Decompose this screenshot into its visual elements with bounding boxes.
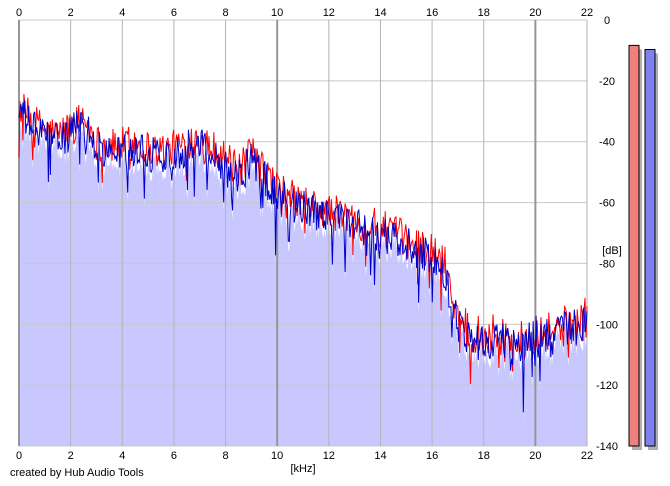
x-tick-label-bottom: 8 (222, 450, 228, 462)
level-meter-right (644, 49, 656, 447)
x-tick-label-bottom: 20 (529, 450, 541, 462)
x-tick-label-bottom: 22 (581, 450, 593, 462)
x-tick-label-top: 8 (222, 7, 228, 19)
x-tick-label-top: 22 (581, 7, 593, 19)
series-line-right-channel (18, 100, 588, 413)
y-tick-label: -40 (599, 137, 615, 149)
x-tick-label-top: 14 (374, 7, 386, 19)
y-tick-label: -100 (596, 319, 618, 331)
y-tick-label: 0 (604, 15, 610, 27)
series-line-left-channel (18, 93, 588, 384)
x-tick-label-top: 20 (529, 7, 541, 19)
x-tick-label-bottom: 16 (426, 450, 438, 462)
y-tick-label: -20 (599, 76, 615, 88)
level-meter-left (628, 44, 640, 447)
x-tick-label-top: 4 (119, 7, 125, 19)
x-tick-label-top: 16 (426, 7, 438, 19)
x-tick-label-bottom: 4 (119, 450, 125, 462)
y-tick-label: -60 (599, 198, 615, 210)
x-tick-label-top: 6 (171, 7, 177, 19)
y-tick-label: -80 (599, 258, 615, 270)
x-tick-label-bottom: 10 (271, 450, 283, 462)
y-tick-label: -120 (596, 380, 618, 392)
x-tick-label-bottom: 14 (374, 450, 386, 462)
x-axis-label: [kHz] (290, 463, 315, 475)
x-tick-label-top: 18 (478, 7, 490, 19)
x-tick-label-top: 12 (323, 7, 335, 19)
credit-text: created by Hub Audio Tools (10, 467, 144, 479)
y-tick-label: -140 (596, 441, 618, 453)
x-tick-label-bottom: 18 (478, 450, 490, 462)
x-tick-label-bottom: 12 (323, 450, 335, 462)
y-axis-label: [dB] (602, 245, 622, 257)
x-tick-label-top: 2 (68, 7, 74, 19)
x-tick-label-bottom: 0 (16, 450, 22, 462)
x-tick-label-bottom: 2 (68, 450, 74, 462)
x-tick-label-top: 10 (271, 7, 283, 19)
spectrum-fill-area (19, 113, 587, 446)
x-tick-label-bottom: 6 (171, 450, 177, 462)
x-tick-label-top: 0 (16, 7, 22, 19)
